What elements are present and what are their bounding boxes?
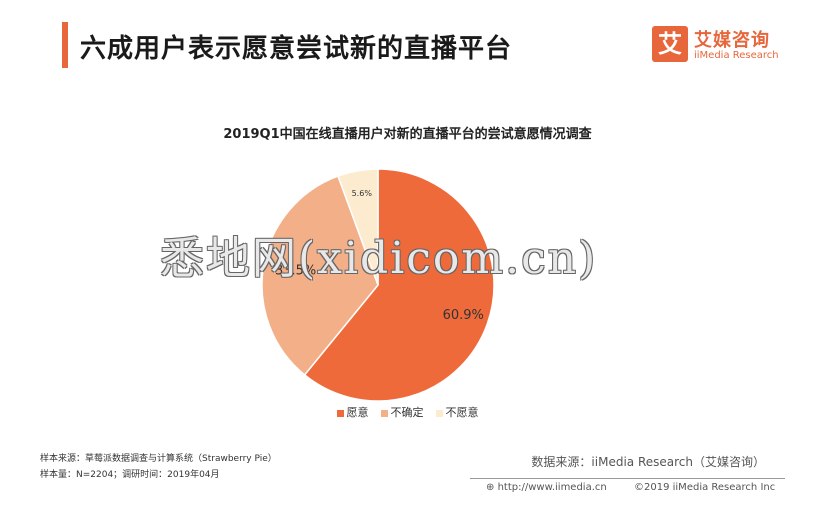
chart-title: 2019Q1中国在线直播用户对新的直播平台的尝试意愿情况调查 bbox=[223, 127, 592, 142]
globe-icon: ⊕ bbox=[486, 482, 495, 493]
legend-swatch-2 bbox=[380, 409, 388, 417]
page-title: 六成用户表示愿意尝试新的直播平台 bbox=[80, 34, 513, 64]
legend-swatch-3 bbox=[435, 409, 443, 417]
pie-slice-2 bbox=[261, 175, 379, 376]
data-source: 数据来源：iiMedia Research（艾媒咨询） bbox=[531, 455, 765, 469]
legend-item-3: 不愿意 bbox=[435, 404, 479, 420]
pie-slice-1 bbox=[303, 168, 495, 402]
pie-data-label-2: 33.5% bbox=[275, 264, 316, 279]
logo-name-en: iiMedia Research bbox=[694, 50, 779, 61]
sample-source-note: 样本来源：草莓派数据调查与计算系统（Strawberry Pie） bbox=[40, 454, 277, 464]
pie-data-label-3: 5.6% bbox=[352, 189, 373, 198]
footer-url-text: http://www.iimedia.cn bbox=[497, 482, 607, 493]
sample-size-note: 样本量：N=2204；调研时间：2019年04月 bbox=[40, 470, 220, 480]
legend-swatch-1 bbox=[336, 409, 344, 417]
footer-copyright: ©2019 iiMedia Research Inc bbox=[634, 482, 776, 493]
legend-label-1: 愿意 bbox=[346, 406, 369, 419]
logo-mark-icon: 艾 bbox=[652, 26, 688, 62]
legend-item-2: 不确定 bbox=[380, 404, 424, 420]
watermark-text: 悉地网(xidicom.cn) bbox=[160, 233, 598, 284]
footer-divider bbox=[470, 478, 785, 479]
legend-label-2: 不确定 bbox=[390, 406, 424, 419]
pie-slice-3 bbox=[337, 168, 379, 286]
pie-data-label-1: 60.9% bbox=[443, 308, 484, 323]
title-accent-bar bbox=[62, 22, 68, 68]
logo-name-cn: 艾媒咨询 bbox=[694, 30, 770, 51]
footer-url[interactable]: ⊕ http://www.iimedia.cn bbox=[486, 482, 607, 493]
legend-label-3: 不愿意 bbox=[445, 406, 479, 419]
chart-legend: 愿意 不确定 不愿意 bbox=[0, 404, 815, 420]
legend-item-1: 愿意 bbox=[336, 404, 369, 420]
brand-logo: 艾 艾媒咨询 iiMedia Research bbox=[652, 26, 792, 66]
